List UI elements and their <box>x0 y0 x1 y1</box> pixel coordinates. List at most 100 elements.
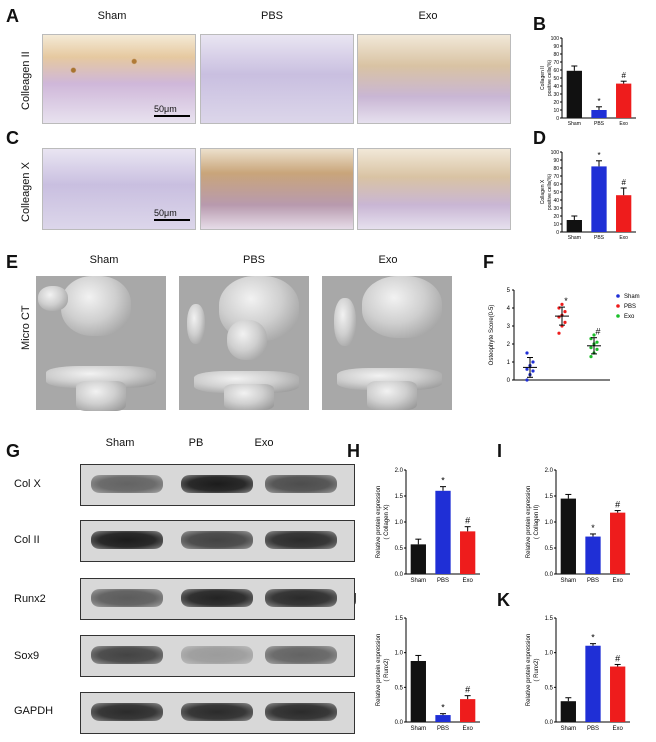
x-tick-label: Sham <box>568 235 581 241</box>
x-tick-label: PBS <box>437 578 449 584</box>
data-point <box>563 310 567 314</box>
data-point <box>563 320 567 324</box>
wb-blot-gapdh <box>80 692 355 734</box>
y-axis-label: Relative protein expression( Runx2) <box>376 634 390 706</box>
data-point <box>592 333 596 337</box>
wb-group-pbs: PB <box>188 437 204 449</box>
y-axis-label-line: Relative protein expression <box>376 634 382 706</box>
chart-k: 0.0 0.5 1.0 1.5 Sham * PBS # Exo Relative protein… <box>526 616 630 732</box>
x-tick-label: Exo <box>612 578 623 584</box>
wb-blot-colx <box>80 464 355 506</box>
panel-label-e: E <box>6 252 19 272</box>
bar-pbs <box>585 645 601 722</box>
bar-sham <box>410 544 426 574</box>
data-point <box>531 360 535 364</box>
bar-pbs <box>591 166 607 232</box>
y-tick-label: 100 <box>551 150 560 156</box>
legend-label: Exo <box>624 314 635 320</box>
significance-mark: * <box>591 633 595 643</box>
data-point <box>560 302 564 306</box>
panel-label-b: B <box>533 14 546 34</box>
x-tick-label: PBS <box>587 726 599 732</box>
y-tick-label: 1.5 <box>545 494 554 500</box>
significance-mark: # <box>615 653 620 663</box>
y-tick-label: 1 <box>507 360 511 366</box>
y-tick-label: 0.5 <box>545 685 554 691</box>
wb-band <box>181 703 253 721</box>
x-tick-label: Sham <box>410 726 426 732</box>
y-tick-label: 80 <box>553 166 559 172</box>
y-tick-label: 50 <box>553 76 559 82</box>
data-point <box>525 378 529 382</box>
y-tick-label: 2.0 <box>545 468 554 474</box>
x-tick-label: Exo <box>462 578 473 584</box>
x-tick-label: Exo <box>619 235 628 241</box>
y-tick-label: 0.0 <box>395 720 404 726</box>
x-tick-label: Sham <box>560 578 576 584</box>
y-tick-label: 100 <box>551 36 560 42</box>
y-tick-label: 0.0 <box>395 572 404 578</box>
wb-group-exo: Exo <box>254 437 274 449</box>
bar-sham <box>410 660 426 722</box>
significance-mark: * <box>597 97 600 106</box>
bar-pbs <box>435 715 451 722</box>
chart-j: 0.0 0.5 1.0 1.5 Sham * PBS # Exo Relative protein… <box>376 616 480 732</box>
histology-image-collagen-x-pbs <box>200 148 354 230</box>
bar-sham <box>566 220 582 232</box>
y-tick-label: 70 <box>553 174 559 180</box>
histology-group-pbs: PBS <box>260 10 283 22</box>
y-axis-label-line: Collagen X <box>540 179 546 204</box>
y-axis-label-line: ( Runx2) <box>534 658 540 681</box>
y-tick-label: 5 <box>507 288 511 294</box>
wb-band <box>181 646 253 664</box>
histology-image-collagen-x-sham <box>42 148 196 230</box>
panel-label-k: K <box>497 590 510 610</box>
bar-sham <box>560 701 576 722</box>
x-tick-label: PBS <box>594 121 605 127</box>
ct-group-exo: Exo <box>378 254 398 266</box>
x-tick-label: PBS <box>587 578 599 584</box>
y-tick-label: 30 <box>553 206 559 212</box>
row-label-collagen-x: Colleagen X <box>20 162 32 222</box>
y-tick-label: 0.0 <box>545 572 554 578</box>
significance-mark: * <box>591 523 595 533</box>
y-tick-label: 1.5 <box>395 616 404 622</box>
y-tick-label: 1.0 <box>545 520 554 526</box>
panel-label-c: C <box>6 128 19 148</box>
y-axis-label: Collagen II positive cells(%) <box>540 60 553 96</box>
wb-group-sham: Sham <box>105 437 135 449</box>
wb-blot-sox9 <box>80 635 355 677</box>
wb-band <box>91 531 163 549</box>
x-tick-label: Sham <box>568 121 581 127</box>
scalebar-label: 50μm <box>154 104 177 114</box>
y-tick-label: 1.5 <box>395 494 404 500</box>
row-label-micro-ct: Micro CT <box>20 305 32 350</box>
wb-label-gapdh: GAPDH <box>14 705 54 717</box>
significance-mark: # <box>621 178 626 187</box>
significance-mark: # <box>465 685 470 695</box>
legend-marker <box>616 304 620 308</box>
y-axis-label-line: Relative protein expression <box>376 486 382 558</box>
bar-pbs <box>435 490 451 574</box>
panel-label-d: D <box>533 128 546 148</box>
wb-band <box>91 646 163 664</box>
legend-marker <box>616 314 620 318</box>
wb-band <box>91 703 163 721</box>
histology-image-collagen-ii-pbs <box>200 34 354 124</box>
y-tick-label: 10 <box>553 108 559 114</box>
x-tick-label: PBS <box>594 235 605 241</box>
data-point <box>557 331 561 335</box>
y-tick-label: 40 <box>553 198 559 204</box>
y-tick-label: 3 <box>507 324 511 330</box>
y-axis-label-line: positive cells(%) <box>547 174 553 210</box>
x-tick-label: Sham <box>560 726 576 732</box>
y-tick-label: 1.0 <box>395 651 404 657</box>
y-tick-label: 50 <box>553 190 559 196</box>
y-tick-label: 0.5 <box>395 685 404 691</box>
row-label-collagen-ii: Colleagen II <box>20 51 32 110</box>
bar-exo <box>460 531 476 574</box>
wb-label-colx: Col X <box>14 478 41 490</box>
wb-band <box>91 589 163 607</box>
panel-label-a: A <box>6 6 19 26</box>
y-tick-label: 1.5 <box>545 616 554 622</box>
